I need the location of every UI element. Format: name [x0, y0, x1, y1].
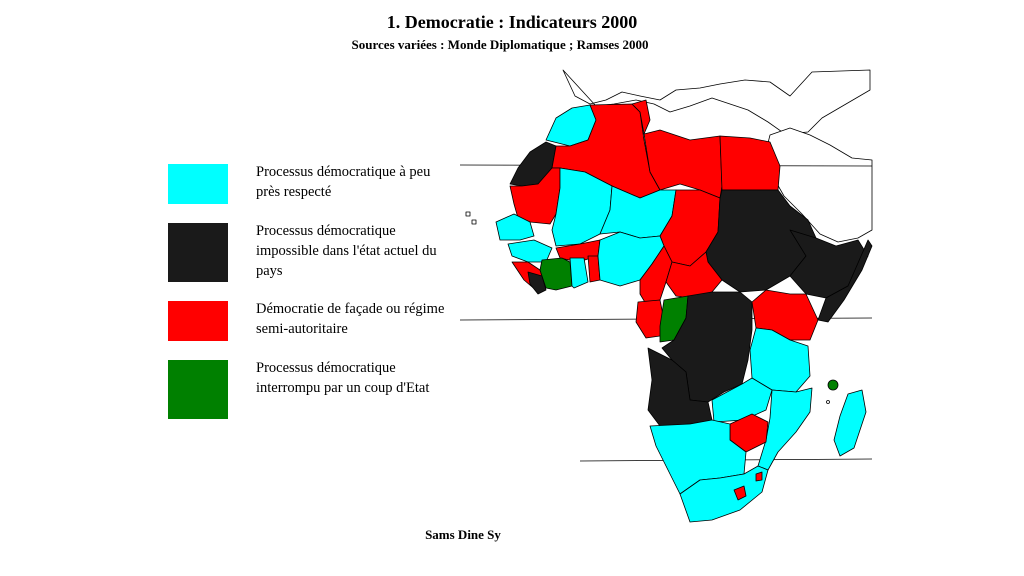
legend-swatch-green: [168, 360, 228, 419]
region-car: [665, 251, 723, 299]
region-somalia: [817, 239, 873, 323]
author-credit: Sams Dine Sy: [425, 527, 501, 542]
region-tanzania: [749, 327, 811, 393]
region-madagascar: [833, 389, 867, 457]
legend-label-coup: Processus démocratique interrompu par un…: [256, 360, 430, 396]
island-cape-verde: [465, 211, 477, 225]
legend-swatch-red: [168, 301, 228, 341]
region-cote-divoire: [539, 257, 573, 291]
map-title: 1. Democratie : Indicateurs 2000: [386, 12, 638, 32]
region-lesotho-swaziland: [733, 471, 763, 501]
region-liberia-dark: [527, 271, 547, 295]
region-senegal: [495, 213, 535, 241]
legend-label-respected: Processus démocratique à peu près respec…: [256, 164, 431, 200]
region-drc: [661, 291, 753, 403]
region-tunisia: [631, 99, 651, 135]
map-subtitle: Sources variées : Monde Diplomatique ; R…: [351, 37, 649, 52]
legend-swatch-cyan: [168, 164, 228, 204]
legend-label-facade: Démocratie de façade ou régime semi-auto…: [256, 301, 445, 337]
legend-label-impossible: Processus démocratique impossible dans l…: [256, 223, 437, 279]
region-comoros: [827, 379, 839, 391]
region-guinea: [507, 239, 553, 263]
region-ethiopia: [789, 229, 869, 299]
legend-swatch-black: [168, 223, 228, 282]
region-south-africa: [679, 465, 769, 523]
island-small-1: [826, 400, 830, 404]
europe-outline: [562, 69, 871, 135]
region-egypt: [719, 135, 781, 191]
region-ghana: [569, 257, 589, 289]
